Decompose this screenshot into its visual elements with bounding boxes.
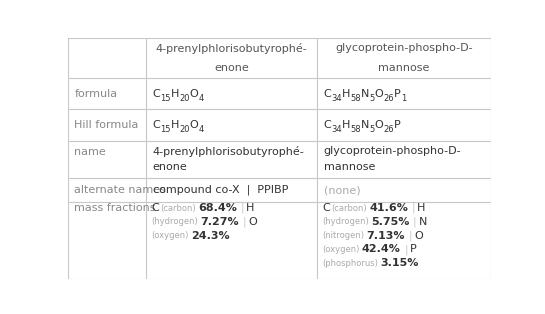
Text: 7.27%: 7.27% bbox=[200, 217, 239, 227]
Text: name: name bbox=[75, 147, 106, 157]
Text: 7.13%: 7.13% bbox=[366, 231, 405, 241]
Text: (hydrogen): (hydrogen) bbox=[152, 217, 198, 226]
Text: N: N bbox=[361, 120, 370, 130]
Text: O: O bbox=[374, 89, 384, 99]
Text: 20: 20 bbox=[179, 125, 190, 134]
Text: O: O bbox=[414, 231, 423, 241]
Text: 4-prenylphlorisobutyrophé-: 4-prenylphlorisobutyrophé- bbox=[156, 43, 308, 54]
Text: mannose: mannose bbox=[324, 162, 375, 172]
Text: (nitrogen): (nitrogen) bbox=[323, 231, 365, 240]
Text: |: | bbox=[411, 203, 415, 214]
Text: |: | bbox=[408, 230, 412, 241]
Text: 3.15%: 3.15% bbox=[380, 258, 419, 268]
Text: C: C bbox=[152, 203, 159, 213]
Text: 42.4%: 42.4% bbox=[362, 245, 401, 254]
Text: mass fractions: mass fractions bbox=[75, 203, 156, 213]
Text: C: C bbox=[324, 120, 331, 130]
Text: mannose: mannose bbox=[378, 63, 429, 73]
Text: 4: 4 bbox=[198, 125, 204, 134]
Text: 58: 58 bbox=[350, 94, 361, 103]
Text: 26: 26 bbox=[384, 94, 394, 103]
Text: (carbon): (carbon) bbox=[160, 204, 196, 213]
Text: C: C bbox=[324, 89, 331, 99]
Text: 5: 5 bbox=[370, 125, 374, 134]
Text: 1: 1 bbox=[401, 94, 406, 103]
Text: |: | bbox=[242, 217, 246, 227]
Text: C: C bbox=[323, 203, 330, 213]
Text: (carbon): (carbon) bbox=[331, 204, 367, 213]
Text: P: P bbox=[394, 120, 401, 130]
Text: N: N bbox=[361, 89, 370, 99]
Text: H: H bbox=[171, 89, 179, 99]
Text: O: O bbox=[374, 120, 384, 130]
Text: 4: 4 bbox=[198, 94, 204, 103]
Text: (phosphorus): (phosphorus) bbox=[323, 259, 378, 268]
Text: glycoprotein-phospho-D-: glycoprotein-phospho-D- bbox=[335, 43, 473, 53]
Text: H: H bbox=[342, 120, 350, 130]
Text: 24.3%: 24.3% bbox=[191, 231, 229, 241]
Text: formula: formula bbox=[75, 89, 118, 99]
Text: C: C bbox=[153, 89, 160, 99]
Text: P: P bbox=[410, 245, 416, 254]
Text: enone: enone bbox=[153, 162, 187, 172]
Text: 5.75%: 5.75% bbox=[371, 217, 410, 227]
Text: 20: 20 bbox=[179, 94, 190, 103]
Text: enone: enone bbox=[214, 63, 249, 73]
Text: (oxygen): (oxygen) bbox=[152, 231, 189, 240]
Text: glycoprotein-phospho-D-: glycoprotein-phospho-D- bbox=[324, 146, 461, 156]
Text: 68.4%: 68.4% bbox=[198, 203, 237, 213]
Text: 34: 34 bbox=[331, 125, 342, 134]
Text: compound co-X  |  PPIBP: compound co-X | PPIBP bbox=[153, 185, 288, 195]
Text: C: C bbox=[153, 120, 160, 130]
Text: (none): (none) bbox=[324, 185, 360, 195]
Text: 15: 15 bbox=[160, 94, 171, 103]
Text: 5: 5 bbox=[370, 94, 374, 103]
Text: 26: 26 bbox=[384, 125, 394, 134]
Text: O: O bbox=[190, 120, 198, 130]
Text: |: | bbox=[240, 203, 244, 214]
Text: |: | bbox=[404, 244, 408, 255]
Text: H: H bbox=[342, 89, 350, 99]
Text: 15: 15 bbox=[160, 125, 171, 134]
Text: N: N bbox=[419, 217, 427, 227]
Text: P: P bbox=[394, 89, 401, 99]
Text: Hill formula: Hill formula bbox=[75, 120, 139, 130]
Text: 34: 34 bbox=[331, 94, 342, 103]
Text: (hydrogen): (hydrogen) bbox=[323, 217, 369, 226]
Text: 41.6%: 41.6% bbox=[369, 203, 408, 213]
Text: O: O bbox=[190, 89, 198, 99]
Text: alternate names: alternate names bbox=[75, 185, 166, 195]
Text: 58: 58 bbox=[350, 125, 361, 134]
Text: H: H bbox=[417, 203, 426, 213]
Text: 4-prenylphlorisobutyrophé-: 4-prenylphlorisobutyrophé- bbox=[153, 146, 304, 157]
Text: O: O bbox=[248, 217, 257, 227]
Text: H: H bbox=[171, 120, 179, 130]
Text: (oxygen): (oxygen) bbox=[323, 245, 360, 254]
Text: H: H bbox=[246, 203, 255, 213]
Text: |: | bbox=[413, 217, 416, 227]
